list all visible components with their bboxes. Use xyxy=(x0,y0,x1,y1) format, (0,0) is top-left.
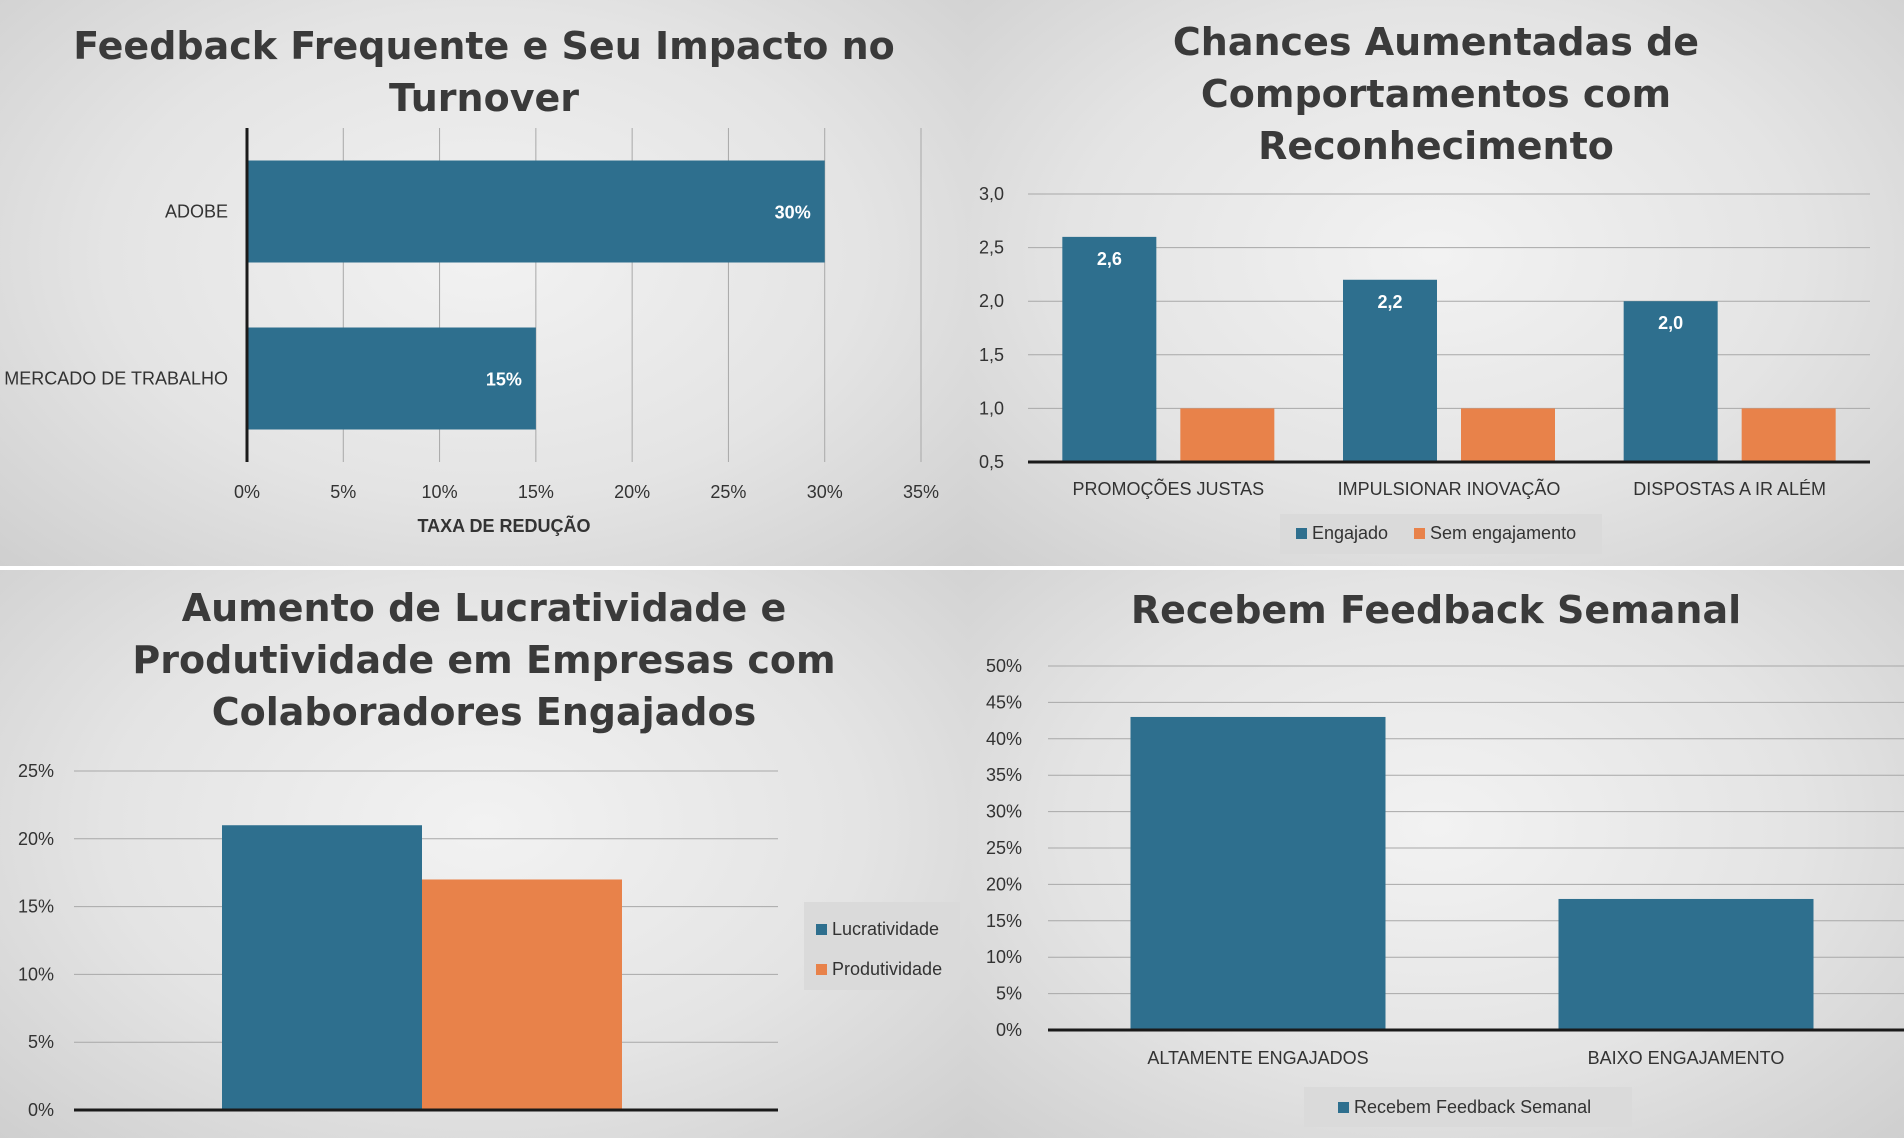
chart-panel-turnover: Feedback Frequente e Seu Impacto no Turn… xyxy=(0,0,968,566)
y-tick-label: 40% xyxy=(986,729,1022,749)
y-tick-label: 15% xyxy=(986,911,1022,931)
bar xyxy=(1461,408,1555,462)
x-tick-label: 35% xyxy=(903,482,939,502)
legend-swatch xyxy=(816,964,827,975)
y-tick-label: 5% xyxy=(996,984,1022,1004)
chart-panel-behaviors: Chances Aumentadas de Comportamentos com… xyxy=(968,0,1904,566)
bar xyxy=(1180,408,1275,462)
bar xyxy=(1741,408,1836,462)
x-category-label: IMPULSIONAR INOVAÇÃO xyxy=(1338,478,1561,499)
y-tick-label: 3,0 xyxy=(979,184,1004,204)
y-category-label: ADOBE xyxy=(165,202,228,222)
legend-label: Lucratividade xyxy=(832,919,939,939)
y-tick-label: 10% xyxy=(986,947,1022,967)
bar xyxy=(422,879,622,1110)
bar xyxy=(247,160,825,263)
y-tick-label: 35% xyxy=(986,765,1022,785)
legend-label: Sem engajamento xyxy=(1430,523,1576,543)
bar xyxy=(1062,236,1157,462)
y-tick-label: 0,5 xyxy=(979,452,1004,472)
chart-title: Feedback Frequente e Seu Impacto no Turn… xyxy=(73,24,895,120)
x-axis-title: TAXA DE REDUÇÃO xyxy=(417,515,590,536)
legend-swatch xyxy=(1414,528,1425,539)
x-tick-label: 30% xyxy=(807,482,843,502)
y-tick-label: 1,5 xyxy=(979,345,1004,365)
data-label: 2,6 xyxy=(1097,249,1122,269)
bar xyxy=(1558,898,1814,1030)
legend-box xyxy=(1280,514,1602,554)
chart-panel-profitability: Aumento de Lucratividade e Produtividade… xyxy=(0,570,968,1138)
x-tick-label: 20% xyxy=(614,482,650,502)
profitability-bar-chart: 0% 5% 10% 15% 20% 25% Lucratividade Produtivida… xyxy=(18,761,960,1120)
y-tick-label: 1,0 xyxy=(979,398,1004,418)
bar xyxy=(1343,279,1437,462)
legend-swatch xyxy=(1338,1102,1349,1113)
y-tick-label: 5% xyxy=(28,1032,54,1052)
x-tick-label: 25% xyxy=(710,482,746,502)
y-tick-label: 25% xyxy=(18,761,54,781)
chart-title: Chances Aumentadas de Comportamentos com… xyxy=(1172,20,1700,168)
y-tick-label: 30% xyxy=(986,802,1022,822)
x-category-label: BAIXO ENGAJAMENTO xyxy=(1588,1048,1785,1068)
y-tick-label: 0% xyxy=(996,1020,1022,1040)
legend-label: Produtividade xyxy=(832,959,942,979)
x-category-label: DISPOSTAS A IR ALÉM xyxy=(1633,479,1826,499)
bar xyxy=(222,825,422,1110)
data-label: 2,0 xyxy=(1658,313,1683,333)
y-tick-label: 25% xyxy=(986,838,1022,858)
x-tick-label: 5% xyxy=(330,482,356,502)
legend-label: Recebem Feedback Semanal xyxy=(1354,1097,1591,1117)
legend-label: Engajado xyxy=(1312,523,1388,543)
x-tick-label: 0% xyxy=(234,482,260,502)
bar xyxy=(1623,301,1718,462)
y-tick-label: 2,5 xyxy=(979,238,1004,258)
y-tick-label: 10% xyxy=(18,964,54,984)
x-category-label: ALTAMENTE ENGAJADOS xyxy=(1147,1048,1368,1068)
legend-box xyxy=(804,902,960,990)
legend-box xyxy=(1304,1087,1632,1127)
y-tick-label: 20% xyxy=(18,829,54,849)
legend-swatch xyxy=(816,924,827,935)
chart-panel-weekly-feedback: Recebem Feedback Semanal 0% 5% 10% 15% 20% 25… xyxy=(968,570,1904,1138)
y-tick-label: 20% xyxy=(986,874,1022,894)
chart-title: Aumento de Lucratividade e Produtividade… xyxy=(132,586,836,734)
x-tick-label: 15% xyxy=(518,482,554,502)
y-tick-label: 2,0 xyxy=(979,291,1004,311)
y-tick-label: 50% xyxy=(986,656,1022,676)
behaviors-bar-chart: 0,5 1,0 1,5 2,0 2,5 3,0 2,6 PROMOÇÕES JUSTAS 2,2… xyxy=(979,184,1870,554)
bar xyxy=(1130,716,1386,1030)
y-tick-label: 0% xyxy=(28,1100,54,1120)
data-label: 30% xyxy=(775,203,811,223)
y-category-label: MERCADO DE TRABALHO xyxy=(4,369,228,389)
legend-swatch xyxy=(1296,528,1307,539)
chart-title: Recebem Feedback Semanal xyxy=(1130,588,1742,632)
turnover-bar-chart: 0% 5% 10% 15% 20% 25% 30% 35% ADOBE 30% MERCADO DE… xyxy=(4,128,939,536)
data-label: 15% xyxy=(486,370,522,390)
bar xyxy=(247,327,536,430)
y-tick-label: 45% xyxy=(986,692,1022,712)
x-tick-label: 10% xyxy=(422,482,458,502)
weekly-feedback-bar-chart: 0% 5% 10% 15% 20% 25% 30% 35% 40% 45% 50% ALTAMENTE… xyxy=(986,656,1904,1127)
x-category-label: PROMOÇÕES JUSTAS xyxy=(1072,478,1264,499)
y-tick-label: 15% xyxy=(18,897,54,917)
data-label: 2,2 xyxy=(1377,292,1402,312)
